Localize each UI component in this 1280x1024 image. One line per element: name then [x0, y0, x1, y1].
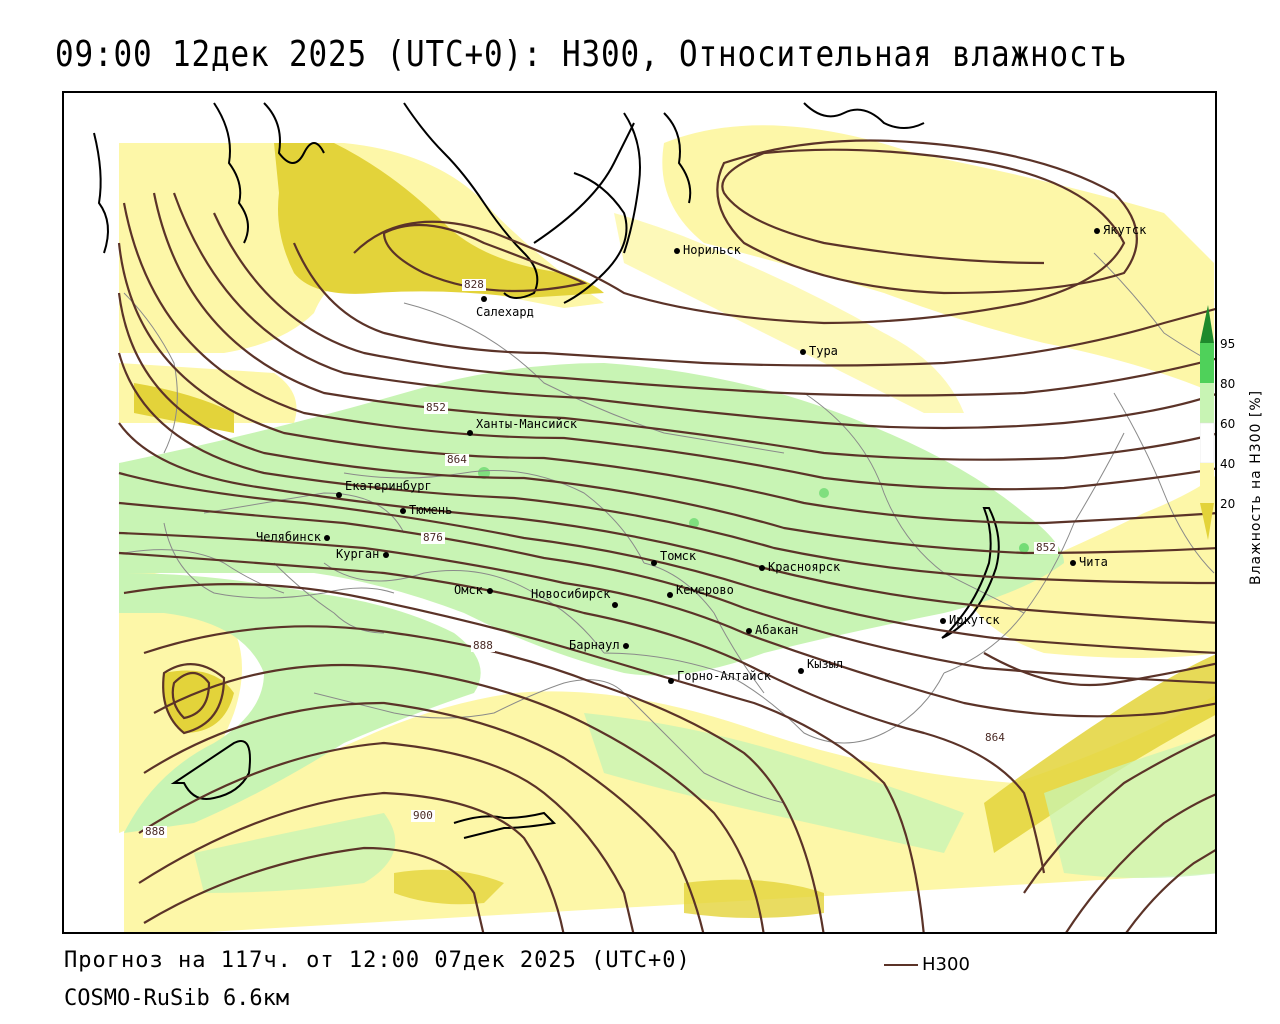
- city-label: Якутск: [1103, 223, 1147, 237]
- city-dot-icon: [759, 564, 765, 571]
- city-omsk: Омск: [454, 583, 496, 597]
- city-label: Иркутск: [949, 613, 1000, 627]
- city-dot-icon: [667, 591, 673, 598]
- colorbar-tick: 95: [1220, 337, 1236, 351]
- city-label: Тура: [809, 344, 838, 358]
- city-label: Чита: [1079, 555, 1108, 569]
- h300-contours: [117, 139, 1215, 932]
- city-dot-icon: [800, 348, 806, 355]
- city-abakan: Абакан: [746, 623, 798, 637]
- city-label: Абакан: [755, 623, 799, 637]
- city-label: Норильск: [683, 243, 741, 257]
- city-dot-icon: [798, 667, 804, 674]
- city-krasnoyarsk: Красноярск: [759, 560, 840, 574]
- map-area: 828 852 864 876 888 900 888 864 852 Якут…: [62, 91, 1217, 934]
- city-dot-icon: [467, 429, 473, 436]
- city-label: Екатеринбург: [345, 479, 432, 493]
- contour-label: 888: [471, 639, 495, 652]
- contour-label: 888: [143, 825, 167, 838]
- colorbar-tick: 20: [1220, 497, 1236, 511]
- colorbar-title: Влажность на H300 [%]: [1248, 389, 1264, 585]
- colorbar-tick: 40: [1220, 457, 1236, 471]
- city-yakutsk: Якутск: [1094, 223, 1146, 237]
- city-label: Омск: [454, 583, 483, 597]
- contour-label: 864: [983, 731, 1007, 744]
- city-label: Новосибирск: [531, 587, 611, 601]
- contour-label: 864: [445, 453, 469, 466]
- city-dot-icon: [400, 507, 406, 514]
- city-dot-icon: [668, 677, 674, 684]
- city-dot-icon: [324, 534, 331, 541]
- city-label: Горно-Алтайск: [677, 669, 771, 683]
- city-label: Ханты-Мансийск: [476, 417, 578, 431]
- city-kyzyl: Кызыл: [798, 657, 843, 677]
- city-norilsk: Норильск: [674, 243, 741, 257]
- city-dot-icon: [481, 295, 487, 302]
- h300-legend-line-icon: [884, 964, 918, 966]
- city-label: Кемерово: [676, 583, 734, 597]
- city-label: Салехард: [476, 305, 534, 319]
- city-label: Томск: [660, 549, 697, 563]
- city-dot-icon: [336, 491, 342, 498]
- h300-legend-label: H300: [922, 954, 970, 975]
- colorbar-tick: 80: [1220, 377, 1236, 391]
- city-label: Кызыл: [807, 657, 844, 671]
- map-title: 09:00 12дек 2025 (UTC+0): H300, Относите…: [55, 34, 1128, 75]
- city-dot-icon: [612, 601, 619, 608]
- city-ekaterinburg: Екатеринбург: [336, 479, 432, 501]
- city-kurgan: Курган: [336, 547, 392, 561]
- city-label: Барнаул: [569, 638, 620, 652]
- coastlines: [93, 102, 1000, 839]
- city-label: Курган: [336, 547, 380, 561]
- city-khanty-mansiysk: Ханты-Мансийск: [467, 417, 577, 439]
- region-borders: [123, 252, 1215, 804]
- city-dot-icon: [1094, 227, 1100, 234]
- city-dot-icon: [651, 559, 657, 566]
- contour-label: 852: [424, 401, 448, 414]
- city-tomsk: Томск: [651, 549, 696, 569]
- city-kemerovo: Кемерово: [667, 583, 734, 601]
- colorbar-scale: [1200, 305, 1215, 540]
- city-novosibirsk: Новосибирск: [531, 587, 621, 608]
- city-chita: Чита: [1070, 555, 1108, 569]
- city-dot-icon: [622, 642, 629, 649]
- city-salekhard: Салехард: [476, 291, 548, 319]
- contour-label: 876: [421, 531, 445, 544]
- contour-label: 852: [1034, 541, 1058, 554]
- forecast-info: Прогноз на 117ч. от 12:00 07дек 2025 (UT…: [64, 948, 691, 973]
- city-irkutsk: Иркутск: [940, 613, 1000, 627]
- city-dot-icon: [383, 551, 390, 558]
- city-dot-icon: [674, 247, 680, 254]
- city-gorno-altaysk: Горно-Алтайск: [668, 669, 771, 687]
- city-dot-icon: [940, 617, 946, 624]
- city-label: Челябинск: [256, 530, 322, 544]
- city-label: Красноярск: [768, 560, 841, 574]
- city-label: Тюмень: [409, 503, 453, 517]
- city-chelyabinsk: Челябинск: [256, 530, 333, 544]
- humidity-colorbar: 95 80 60 40 20: [1200, 305, 1235, 540]
- colorbar-tick: 60: [1220, 417, 1236, 431]
- city-tura: Тура: [800, 344, 838, 358]
- city-dot-icon: [1070, 559, 1076, 566]
- city-tyumen: Тюмень: [400, 503, 452, 517]
- map-canvas: [93, 102, 1215, 932]
- city-dot-icon: [486, 587, 493, 594]
- contour-label: 828: [462, 278, 486, 291]
- model-name: COSMO-RuSib 6.6км: [64, 986, 290, 1011]
- humidity-fields: [119, 125, 1215, 932]
- city-dot-icon: [746, 627, 752, 634]
- contour-label: 900: [411, 809, 435, 822]
- city-barnaul: Барнаул: [569, 638, 632, 652]
